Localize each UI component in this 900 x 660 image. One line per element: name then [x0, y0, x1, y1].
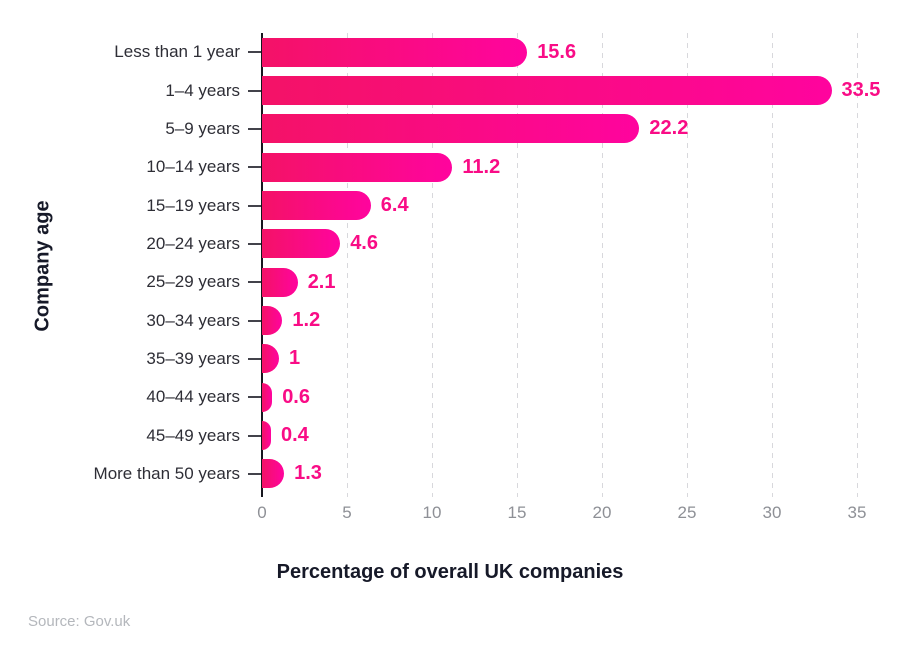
y-tick-mark — [248, 396, 261, 399]
category-label: 20–24 years — [146, 233, 240, 253]
value-label: 4.6 — [350, 232, 378, 255]
bar — [262, 459, 285, 489]
x-axis-title: Percentage of overall UK companies — [276, 561, 624, 583]
category-label: 5–9 years — [165, 118, 240, 138]
y-tick-mark — [248, 281, 261, 284]
x-tick-label: 0 — [257, 503, 267, 522]
bar-row: 20–24 years 4.6 — [146, 229, 857, 259]
x-tick-label: 10 — [422, 503, 442, 522]
y-tick-mark — [248, 434, 261, 437]
value-label: 15.6 — [537, 40, 577, 63]
value-label: 22.2 — [649, 117, 689, 140]
bar — [262, 152, 453, 182]
y-tick-mark — [248, 357, 261, 360]
bar-row: 1–4 years 33.5 — [165, 76, 880, 105]
gridline — [347, 33, 348, 497]
bar — [262, 37, 528, 67]
category-label: 45–49 years — [146, 425, 240, 445]
category-label: 40–44 years — [146, 387, 240, 407]
bar — [262, 382, 273, 412]
category-label: 1–4 years — [165, 80, 240, 100]
gridline — [432, 33, 433, 497]
bar-row: Less than 1 year 15.6 — [114, 37, 857, 67]
bar-row: 10–14 years 11.2 — [146, 152, 857, 182]
bar — [262, 344, 279, 374]
value-label: 1 — [289, 347, 301, 370]
value-label: 6.4 — [380, 194, 409, 216]
value-label: 11.2 — [462, 155, 501, 178]
category-label: 25–29 years — [146, 272, 240, 292]
bar — [262, 306, 283, 335]
y-tick-mark — [248, 472, 261, 475]
x-tick-label: 5 — [342, 503, 352, 522]
bar — [262, 114, 640, 144]
bar-row: 35–39 years 1 — [146, 344, 857, 374]
y-tick-mark — [248, 51, 261, 54]
y-tick-mark — [248, 166, 261, 169]
category-label: 35–39 years — [146, 348, 240, 368]
x-tick-label: 35 — [847, 503, 867, 522]
category-label: 10–14 years — [146, 157, 240, 177]
category-label: 15–19 years — [146, 195, 240, 215]
bar — [262, 191, 371, 220]
bar-row: 25–29 years 2.1 — [146, 267, 857, 297]
bar — [262, 421, 271, 450]
value-label: 0.4 — [281, 424, 309, 446]
gridline — [602, 33, 603, 497]
gridline — [517, 33, 518, 497]
bar — [262, 76, 832, 105]
bar-row: 30–34 years 1.2 — [146, 306, 857, 335]
category-label: Less than 1 year — [114, 42, 240, 62]
bar — [262, 267, 298, 297]
x-tick-label: 30 — [762, 503, 782, 522]
bar-row: More than 50 years 1.3 — [94, 459, 857, 489]
category-label: 30–34 years — [146, 310, 240, 330]
bar-row: 45–49 years 0.4 — [146, 421, 857, 450]
category-label: More than 50 years — [93, 463, 240, 483]
value-label: 33.5 — [841, 79, 881, 101]
y-tick-mark — [248, 89, 261, 92]
y-tick-mark — [248, 319, 261, 322]
x-tick-label: 20 — [592, 503, 612, 522]
x-tick-label: 25 — [677, 503, 697, 522]
gridline — [772, 33, 773, 497]
value-label: 1.3 — [294, 462, 322, 485]
y-tick-mark — [248, 127, 261, 130]
y-tick-mark — [248, 242, 261, 245]
value-label: 2.1 — [307, 270, 336, 293]
gridline — [687, 33, 688, 497]
value-label: 0.6 — [282, 385, 310, 408]
bar-row: 15–19 years 6.4 — [146, 191, 857, 220]
x-tick-label: 15 — [507, 503, 527, 522]
gridline — [857, 33, 858, 497]
bar — [262, 229, 341, 259]
source-text: Source: Gov.uk — [28, 613, 131, 630]
y-axis-line — [261, 33, 263, 497]
value-label: 1.2 — [292, 309, 321, 331]
plot-area: 0 5 10 15 20 25 30 35 Less than 1 year 15.6 1–4 ye… — [94, 33, 880, 522]
bar-row: 40–44 years 0.6 — [146, 382, 857, 412]
bar-row: 5–9 years 22.2 — [165, 114, 857, 144]
y-tick-mark — [248, 204, 261, 207]
